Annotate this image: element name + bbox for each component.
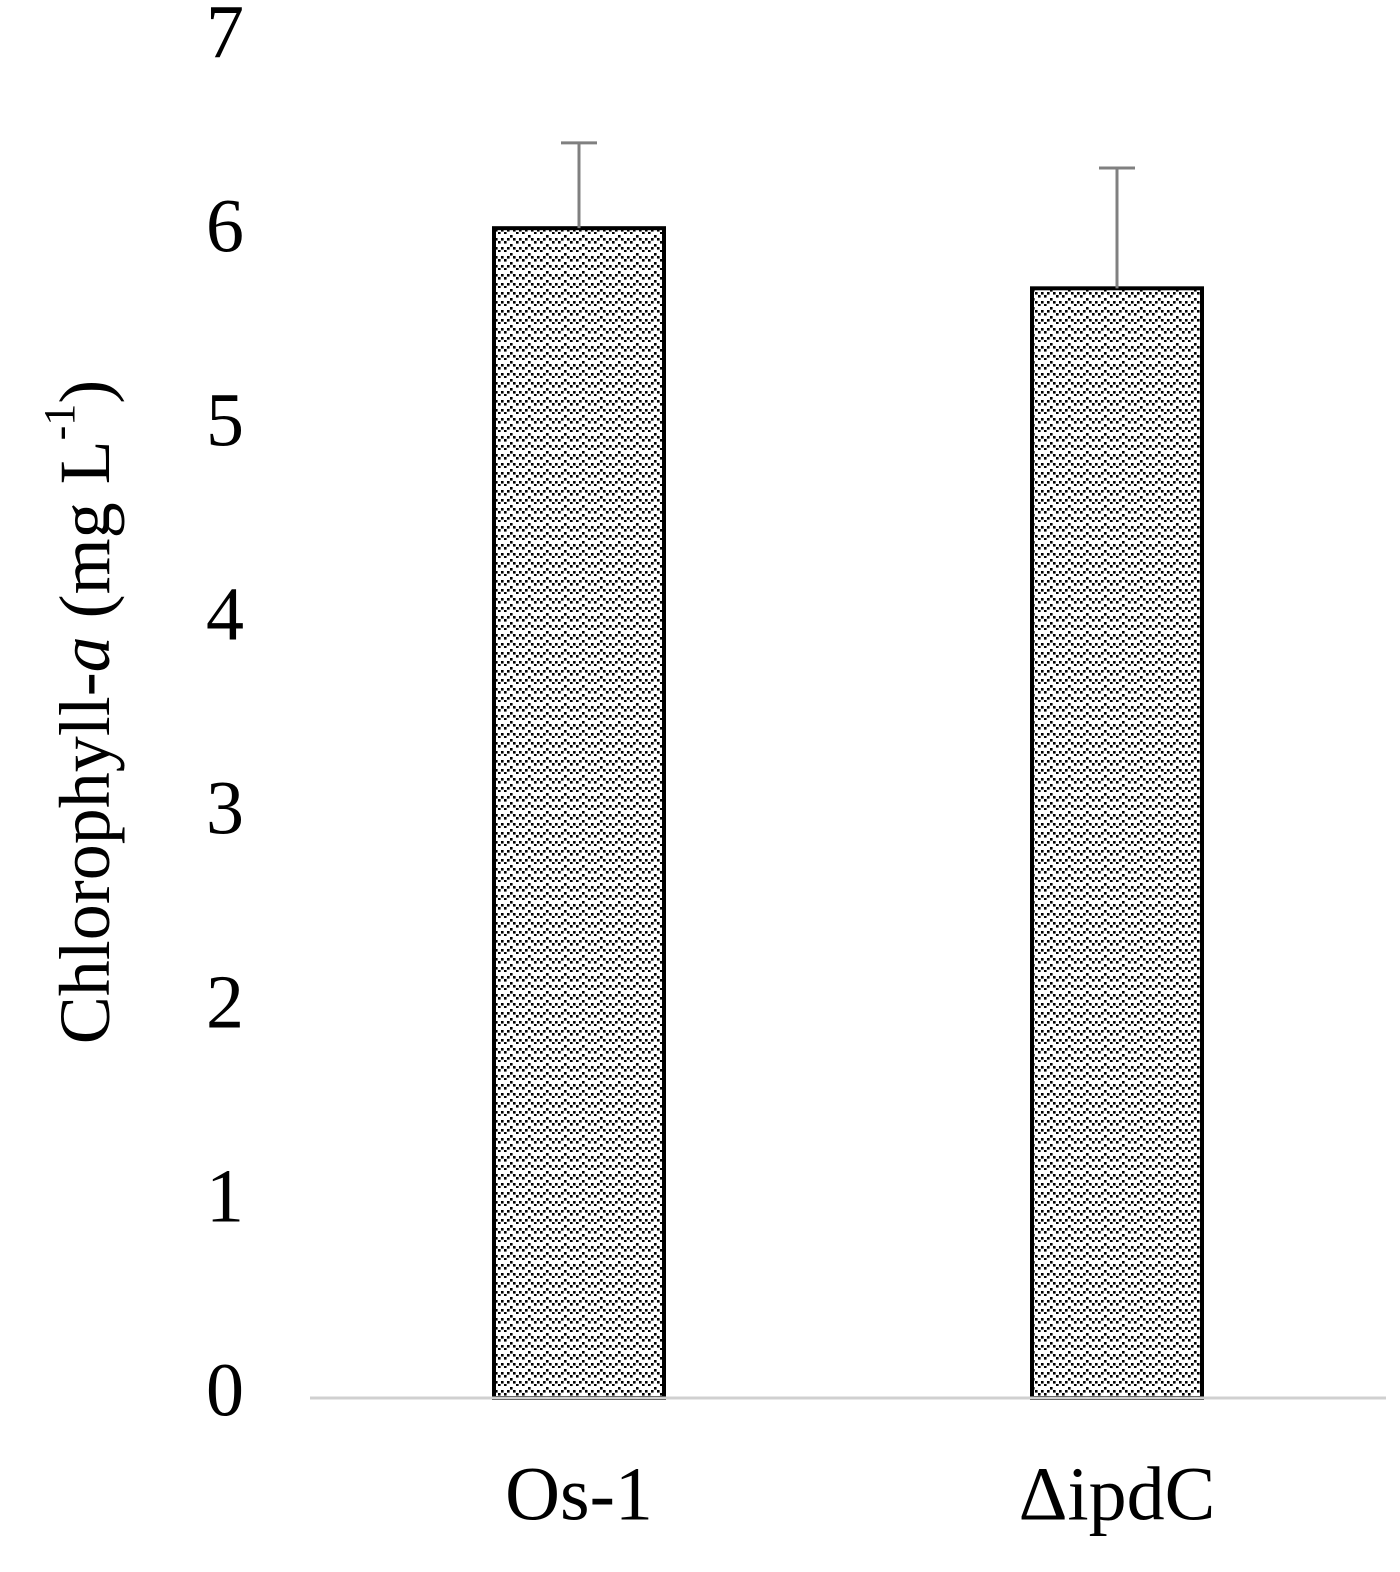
- y-tick-label: 0: [206, 1348, 244, 1432]
- y-axis-ticks: 0 1 2 3 4 5 6 7: [206, 0, 244, 1432]
- y-tick-label: 7: [206, 0, 244, 74]
- bar: [1030, 286, 1204, 1401]
- y-tick-label: 4: [206, 572, 244, 656]
- y-tick-label: 3: [206, 766, 244, 850]
- y-tick-label: 2: [206, 960, 244, 1044]
- bar: [492, 226, 666, 1400]
- x-tick-label: Os-1: [505, 1452, 653, 1536]
- x-axis-labels: Os-1 ΔipdC: [505, 1452, 1215, 1536]
- y-tick-label: 5: [206, 378, 244, 462]
- y-axis-title: Chlorophyll-a (mg L-1): [35, 380, 124, 1045]
- bars: [492, 226, 1204, 1401]
- y-tick-label: 6: [206, 184, 244, 268]
- x-tick-label: ΔipdC: [1019, 1452, 1216, 1536]
- error-bars: [561, 141, 1135, 289]
- y-tick-label: 1: [206, 1154, 244, 1238]
